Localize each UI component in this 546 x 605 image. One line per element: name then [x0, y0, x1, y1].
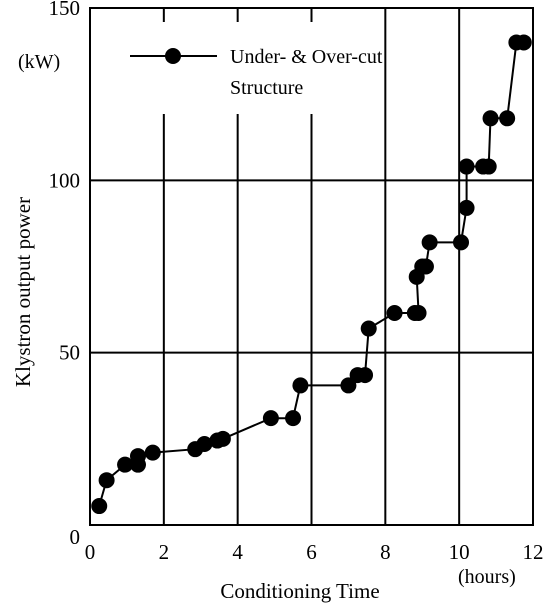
data-point [458, 199, 475, 216]
tick-labels: 0 2 4 6 8 10 12 0 50 100 150 [49, 0, 544, 564]
x-tick-label: 0 [85, 540, 96, 564]
x-tick-label: 2 [159, 540, 170, 564]
legend-marker [165, 48, 181, 64]
data-point [196, 436, 213, 453]
data-point [499, 110, 516, 127]
data-point [340, 377, 357, 394]
y-tick-label: 50 [59, 341, 80, 365]
grid-lines [90, 8, 533, 525]
data-point [458, 158, 475, 175]
x-tick-label: 10 [449, 540, 470, 564]
data-point [129, 448, 146, 465]
data-point [386, 305, 403, 322]
y-tick-label: 100 [49, 168, 81, 192]
x-axis-label: Conditioning Time [220, 579, 379, 603]
data-point [417, 258, 434, 275]
data-point [144, 444, 161, 461]
data-point [285, 410, 302, 427]
data-point [262, 410, 279, 427]
data-point [117, 456, 134, 473]
data-point [421, 234, 438, 251]
x-tick-label: 4 [232, 540, 243, 564]
data-point [357, 367, 374, 384]
data-point [480, 158, 497, 175]
data-point [360, 320, 377, 337]
legend-background [110, 22, 355, 114]
x-tick-label: 12 [523, 540, 544, 564]
y-tick-label: 0 [70, 525, 81, 549]
y-unit-label: (kW) [18, 51, 60, 73]
x-unit-label: (hours) [458, 566, 516, 588]
y-axis-label: Klystron output power [11, 197, 35, 387]
y-tick-label: 150 [49, 0, 81, 20]
series-under-over-cut-structure [91, 34, 532, 515]
legend-label-line-2: Structure [230, 77, 303, 99]
x-tick-label: 6 [306, 540, 317, 564]
data-point [214, 430, 231, 447]
legend-label-line-1: Under- & Over-cut [230, 46, 383, 68]
data-point [91, 498, 108, 515]
data-point [98, 472, 115, 489]
data-point [482, 110, 499, 127]
data-point [515, 34, 532, 51]
plot-frame [89, 7, 534, 526]
x-tick-label: 8 [380, 540, 391, 564]
data-point [410, 305, 427, 322]
data-point [453, 234, 470, 251]
legend: Under- & Over-cut Structure [130, 46, 383, 99]
data-point [292, 377, 309, 394]
